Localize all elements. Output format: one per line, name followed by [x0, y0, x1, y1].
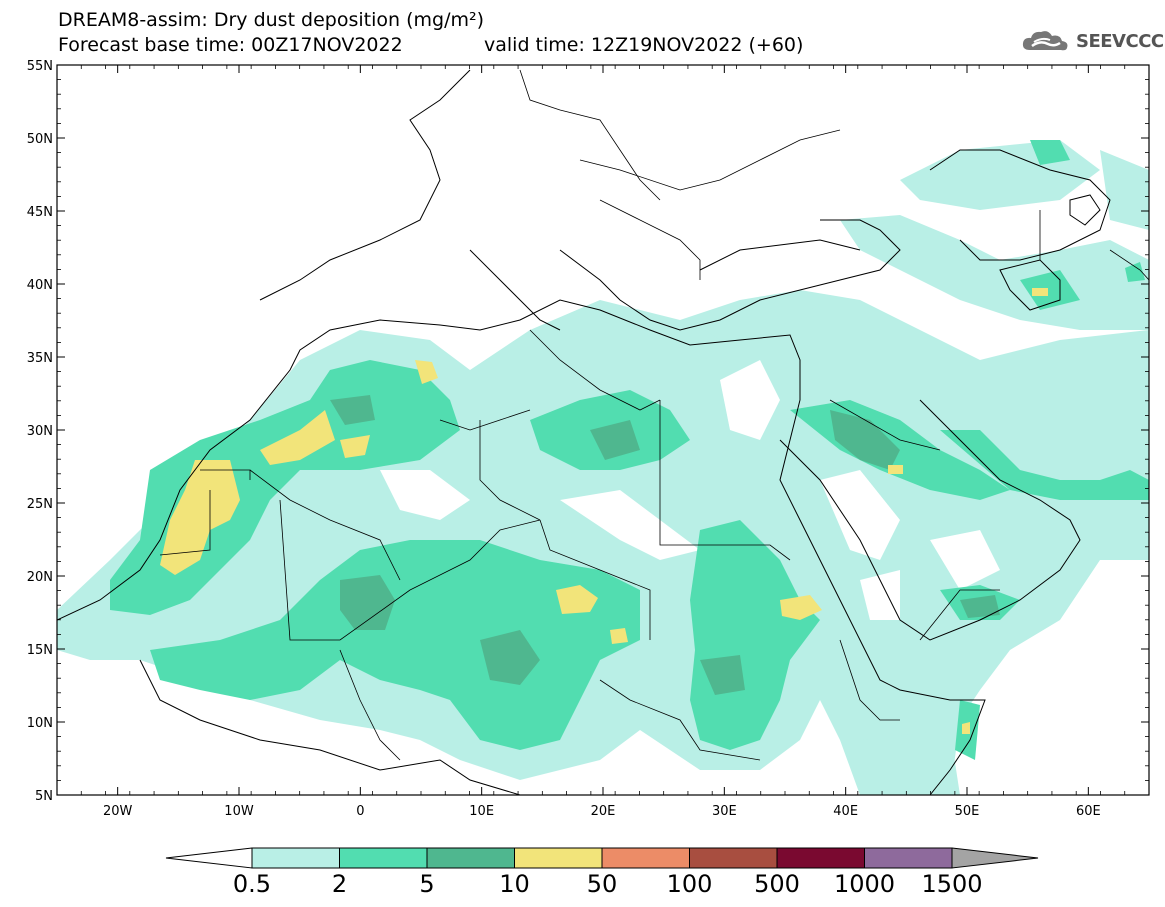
cloud-icon	[1022, 31, 1068, 51]
country-borders	[159, 69, 1149, 761]
lon-label: 10W	[224, 804, 254, 819]
colorbar-label: 2	[332, 870, 347, 898]
lat-label: 55N	[27, 59, 53, 74]
lat-label: 50N	[27, 132, 53, 147]
lat-label: 20N	[27, 570, 53, 585]
lon-label: 50E	[955, 804, 980, 819]
lon-label: 60E	[1076, 804, 1101, 819]
colorbar-swatch	[776, 847, 865, 869]
colorbar-swatch	[864, 847, 953, 869]
seevccc-logo: SEEVCCC	[1020, 28, 1164, 54]
colorbar-swatch	[514, 847, 603, 869]
lat-label: 40N	[27, 278, 53, 293]
valid-time: valid time: 12Z19NOV2022 (+60)	[484, 34, 804, 56]
logo-text: SEEVCCC	[1076, 30, 1164, 52]
deposition-field-10	[160, 288, 1048, 734]
deposition-field-5	[330, 395, 1000, 695]
colorbar-min-arrow	[165, 847, 253, 869]
lon-label: 0	[356, 804, 364, 819]
colorbar	[165, 847, 1039, 869]
lat-label: 10N	[27, 716, 53, 731]
colorbar-label: 500	[754, 870, 800, 898]
lat-label: 25N	[27, 497, 53, 512]
lon-label: 10E	[469, 804, 494, 819]
lat-label: 30N	[27, 424, 53, 439]
colorbar-swatch	[601, 847, 690, 869]
colorbar-label: 1000	[834, 870, 895, 898]
lat-label: 15N	[27, 643, 53, 658]
lat-label: 5N	[35, 789, 53, 804]
lon-label: 20E	[591, 804, 616, 819]
colorbar-label: 10	[499, 870, 530, 898]
lon-label: 30E	[712, 804, 737, 819]
forecast-base-time: Forecast base time: 00Z17NOV2022	[58, 34, 403, 56]
lon-label: 20W	[103, 804, 133, 819]
lat-label: 35N	[27, 351, 53, 366]
colorbar-label: 5	[419, 870, 434, 898]
zero-gaps	[380, 360, 1000, 620]
colorbar-swatch	[251, 847, 340, 869]
axis-ticks	[56, 64, 1150, 796]
colorbar-labels: 0.5 2 5 10 50 100 500 1000 1500	[233, 870, 983, 898]
coastlines	[57, 69, 1111, 795]
lon-labels: 20W 10W 0 10E 20E 30E 40E 50E 60E	[103, 804, 1101, 819]
colorbar-label: 100	[667, 870, 713, 898]
colorbar-max-arrow	[951, 847, 1039, 869]
colorbar-label: 1500	[921, 870, 982, 898]
colorbar-label: 0.5	[233, 870, 271, 898]
lon-label: 40E	[833, 804, 858, 819]
colorbar-swatch	[689, 847, 778, 869]
colorbar-label: 50	[587, 870, 618, 898]
colorbar-swatch	[339, 847, 428, 869]
lat-label: 45N	[27, 205, 53, 220]
colorbar-swatch	[426, 847, 515, 869]
map-title: DREAM8-assim: Dry dust deposition (mg/m²…	[58, 9, 485, 31]
lat-labels: 55N 50N 45N 40N 35N 30N 25N 20N 15N 10N 5N	[27, 59, 53, 804]
